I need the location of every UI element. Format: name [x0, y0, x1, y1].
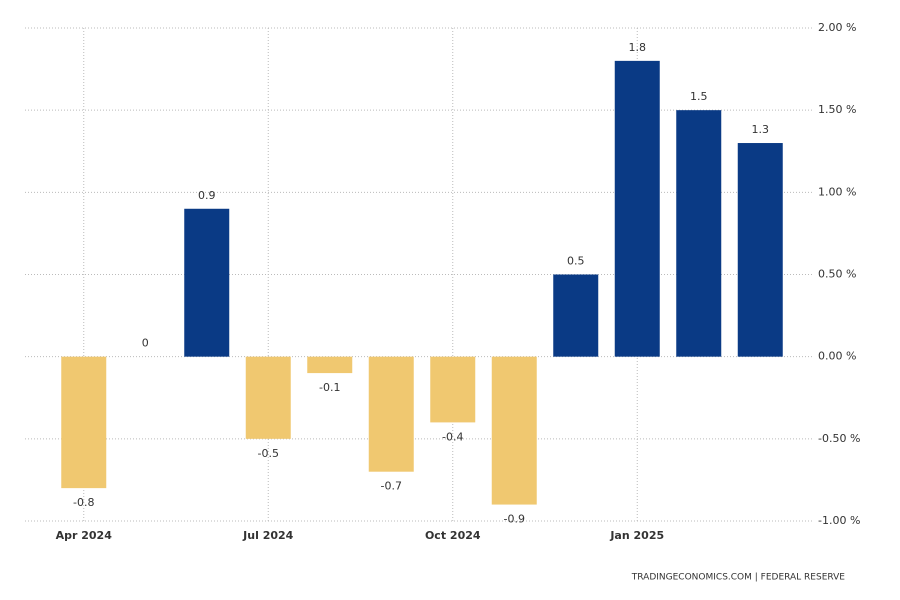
x-tick-label: Jan 2025 [609, 529, 664, 542]
bar [184, 208, 230, 357]
bar [61, 356, 107, 489]
value-label: 0.9 [198, 189, 216, 202]
y-tick-label: 2.00 % [818, 21, 856, 34]
value-label: 0 [142, 337, 149, 350]
value-label: -0.1 [319, 381, 340, 394]
y-tick-label: -0.50 % [818, 432, 860, 445]
bar [430, 356, 476, 423]
y-tick-label: 1.00 % [818, 185, 856, 198]
x-tick-label: Jul 2024 [242, 529, 293, 542]
bar [614, 60, 660, 357]
y-tick-label: 0.50 % [818, 268, 856, 281]
source: TRADINGECONOMICS.COM | FEDERAL RESERVE [631, 573, 846, 583]
y-tick-label: 0.00 % [818, 350, 856, 363]
value-label: 0.5 [567, 255, 585, 268]
y-tick-label: -1.00 % [818, 514, 860, 527]
bar [737, 143, 783, 357]
bar [368, 356, 414, 472]
value-label: -0.9 [504, 513, 525, 526]
value-label: -0.5 [258, 447, 279, 460]
value-label: -0.4 [442, 430, 463, 443]
value-label: 1.8 [629, 41, 647, 54]
bar [307, 356, 353, 374]
bar [676, 110, 722, 357]
y-tick-label: 1.50 % [818, 103, 856, 116]
value-label: 1.5 [690, 90, 708, 103]
bar [553, 274, 599, 357]
value-label: 1.3 [752, 123, 770, 136]
bar [491, 356, 537, 505]
value-label: -0.7 [381, 480, 402, 493]
x-tick-label: Apr 2024 [56, 529, 113, 542]
x-tick-label: Oct 2024 [425, 529, 481, 542]
value-label: -0.8 [73, 496, 94, 509]
bar [245, 356, 291, 439]
